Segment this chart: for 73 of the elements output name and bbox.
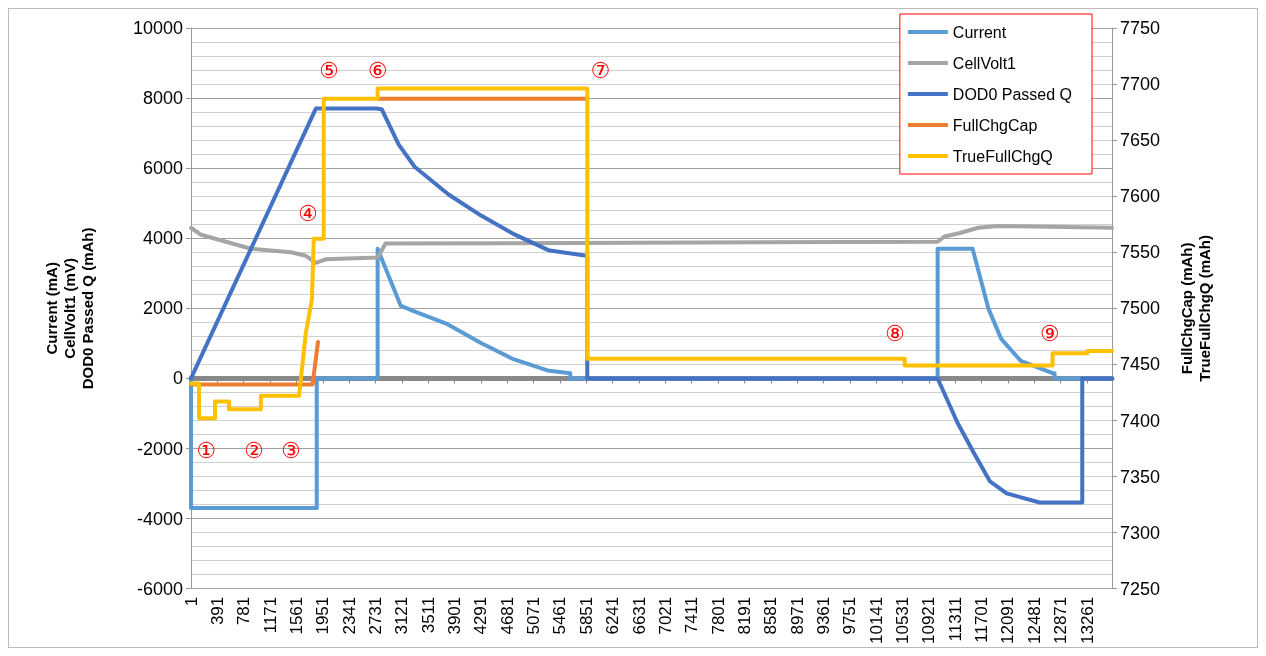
x-tick-label: 12091 [998, 596, 1018, 645]
y2-tick-label: 7500 [1120, 298, 1161, 319]
x-tick-label: 3901 [445, 596, 465, 635]
x-tick-label: 5851 [576, 596, 596, 635]
y2-axis-title: FullChgCap (mAh) TrueFullChgQ (mAh) [1177, 235, 1213, 382]
x-tick-label: 1561 [286, 596, 306, 635]
x-tick-label: 9751 [840, 596, 860, 635]
y-tick-label: -6000 [136, 578, 183, 599]
annotation: ⑥ [367, 57, 388, 83]
x-tick-label: 781 [234, 596, 254, 626]
x-tick-label: 7411 [682, 596, 702, 634]
y-tick-label: 8000 [142, 88, 183, 109]
y2-tick-label: 7650 [1120, 130, 1161, 151]
y-tick-label: 6000 [142, 158, 183, 179]
y2-tick-label: 7400 [1120, 410, 1161, 431]
y2-tick-label: 7700 [1120, 74, 1161, 95]
x-tick-label: 2731 [365, 596, 385, 635]
x-tick-label: 10141 [866, 596, 886, 645]
y2-tick-label: 7350 [1120, 466, 1161, 487]
x-tick-label: 1 [181, 596, 201, 607]
x-tick-label: 8191 [734, 596, 754, 635]
y2-tick-label: 7550 [1120, 242, 1161, 263]
legend-label: DOD0 Passed Q [952, 85, 1072, 103]
x-tick-label: 8971 [787, 596, 807, 635]
line-series [189, 86, 1114, 421]
x-tick-label: 11701 [972, 596, 992, 643]
y-tick-label: -2000 [136, 438, 183, 459]
y-tick-label: 0 [172, 368, 183, 389]
annotation: ① [196, 438, 216, 464]
x-tick-label: 13261 [1077, 596, 1097, 645]
x-tick-label: 5071 [524, 596, 544, 635]
x-tick-label: 5461 [550, 596, 570, 635]
x-tick-label: 1951 [313, 596, 333, 635]
x-tick-label: 4291 [471, 596, 491, 635]
x-tick-label: 7021 [655, 596, 675, 635]
legend-label: FullChgCap [952, 116, 1038, 134]
y-tick-label: 2000 [142, 298, 183, 319]
legend-label: Current [952, 23, 1007, 41]
x-tick-label: 3121 [392, 596, 412, 635]
x-tick-label: 12871 [1051, 596, 1071, 645]
line-series [189, 106, 1114, 505]
y2-tick-label: 7300 [1120, 522, 1161, 543]
y2-tick-label: 7450 [1120, 354, 1161, 375]
x-tick-label: 11311 [945, 596, 965, 642]
annotation: ③ [280, 438, 301, 464]
y2-tick-label: 7600 [1120, 186, 1161, 207]
x-tick-label: 4681 [497, 596, 517, 635]
x-tick-label: 7801 [708, 596, 728, 635]
x-tick-label: 2341 [339, 596, 359, 635]
legend-label: CellVolt1 [952, 54, 1017, 72]
legend-label: TrueFullChgQ [952, 147, 1053, 165]
y-tick-label: -4000 [136, 508, 183, 529]
y-axis-title: Current (mA) CellVolt1 (mV) DOD0 Passed Q (mAh) [42, 227, 96, 390]
annotation: ⑦ [590, 57, 611, 83]
x-tick-label: 12481 [1024, 596, 1044, 645]
x-tick-label: 10531 [893, 596, 913, 645]
annotation: ② [244, 438, 264, 464]
annotation: ⑧ [884, 320, 905, 346]
x-tick-label: 8581 [761, 596, 781, 635]
y2-tick-label: 7250 [1120, 578, 1161, 599]
annotation: ⑤ [318, 57, 339, 83]
x-tick-label: 9361 [814, 596, 834, 635]
annotation: ④ [297, 201, 318, 227]
y-tick-label: 10000 [132, 18, 183, 38]
x-tick-label: 391 [207, 596, 227, 626]
y2-tick-label: 7750 [1120, 18, 1161, 38]
x-tick-label: 3511 [418, 596, 438, 634]
x-tick-label: 1171 [260, 596, 280, 634]
x-tick-label: 6241 [603, 596, 623, 635]
x-tick-label: 10921 [919, 596, 939, 645]
annotation: ⑨ [1039, 320, 1060, 346]
x-tick-label: 6631 [629, 596, 649, 635]
y-tick-label: 4000 [142, 228, 183, 249]
